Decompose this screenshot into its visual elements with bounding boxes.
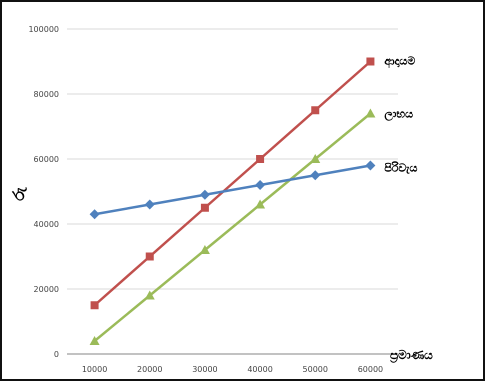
data-point [199,189,210,200]
data-point [255,180,266,190]
y-tick-label: 100000 [28,25,59,34]
y-tick-label: 40000 [34,220,59,229]
series-line [93,60,372,307]
data-point [89,209,100,220]
data-point [144,290,155,300]
series-line [94,164,371,216]
data-point [90,301,99,310]
series-label: ලාභය [384,108,413,123]
gridlines [67,28,398,290]
series-group [89,57,376,345]
data-point [365,160,376,171]
x-tick-label: 50000 [303,365,328,374]
data-point [310,154,321,163]
series-labels: ආදායම ලාභය පිරිවැය [384,55,417,175]
series-label: ආදායම [384,55,415,69]
data-point [200,203,209,212]
y-tick-label: 20000 [34,285,59,294]
y-tick-label: 60000 [34,155,59,164]
data-point [89,336,100,345]
y-tick-label: 80000 [34,90,59,99]
x-axis-label: ප්‍රමාණය [390,348,433,364]
x-tick-label: 20000 [137,365,162,374]
x-tick-label: 60000 [358,365,383,374]
x-tick-label: 30000 [192,365,217,374]
data-point [311,106,320,115]
data-point [144,199,155,210]
data-point [255,199,266,209]
series-label: පිරිවැය [384,161,417,175]
data-point [256,155,265,163]
data-point [366,57,375,66]
data-point [145,252,154,261]
data-point [310,170,321,181]
y-tick-label: 0 [54,350,59,359]
x-tick-label: 10000 [82,365,107,374]
x-tick-label: 40000 [247,365,272,374]
y-axis-label: රු [9,187,28,201]
data-point [365,108,376,118]
data-point [199,245,210,254]
x-axis-ticks: 10000 20000 30000 40000 50000 60000 [82,365,383,374]
series-line [93,112,372,342]
y-axis-ticks: 0 20000 40000 60000 80000 100000 [28,25,59,359]
